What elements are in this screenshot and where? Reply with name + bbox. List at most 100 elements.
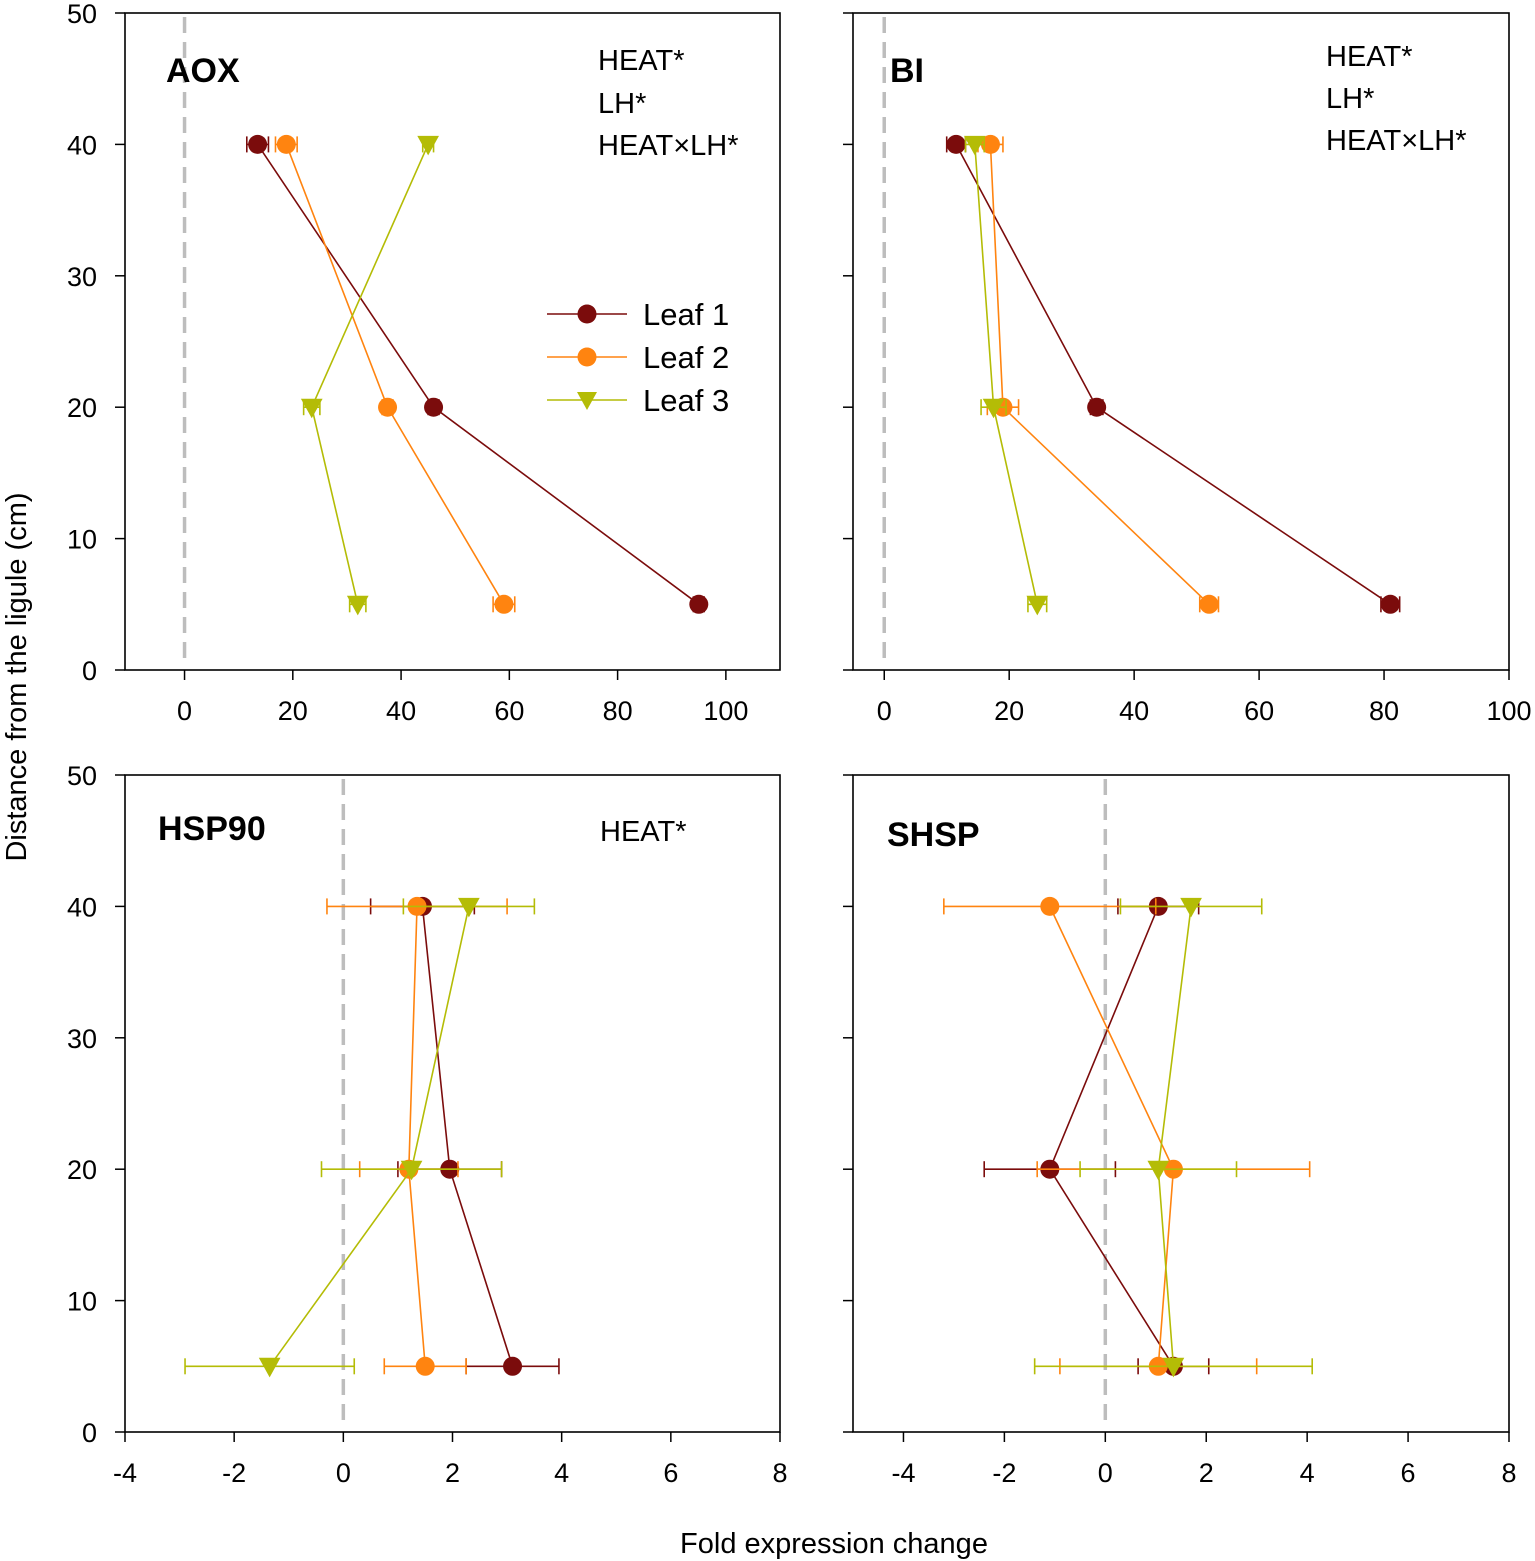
- panel-aox: 0 20 40 60 80 100 0 10 20 30 40 50 AOX HEAT* LH* HEAT×L…: [67, 0, 781, 726]
- series-line: [1049, 906, 1175, 1367]
- x-tick-label: 4: [1300, 1458, 1315, 1488]
- series-leaf-2: [274, 134, 516, 614]
- x-tick-label: -4: [891, 1458, 915, 1488]
- x-tick-label: 80: [603, 696, 633, 726]
- x-tick-label: 6: [1401, 1458, 1416, 1488]
- panel-bi: 0 20 40 60 80 100 BI HEAT* LH* HEAT×LH*: [843, 12, 1532, 726]
- x-tick-label: 80: [1369, 696, 1399, 726]
- x-axis-label: Fold expression change: [680, 1528, 988, 1560]
- plot-frame: [124, 774, 781, 1433]
- significance-annotation: HEAT*: [598, 45, 684, 77]
- series-leaf-2: [943, 896, 1311, 1376]
- significance-annotation: HEAT×LH*: [598, 130, 738, 162]
- data-point: [346, 595, 369, 616]
- x-tick-label: 0: [1098, 1458, 1113, 1488]
- plot-frame: [852, 774, 1510, 1433]
- series-leaf-3: [1033, 897, 1313, 1378]
- data-point: [424, 397, 444, 417]
- panel-title: HSP90: [158, 810, 266, 848]
- series-line: [408, 906, 427, 1367]
- series-leaf-2: [977, 134, 1220, 614]
- panel-title: BI: [890, 52, 924, 90]
- y-tick-label: 30: [67, 262, 97, 292]
- data-point: [300, 398, 323, 419]
- y-tick-label: 30: [67, 1024, 97, 1054]
- data-point: [378, 397, 398, 417]
- x-tick-label: 8: [772, 1458, 787, 1488]
- x-tick-label: 40: [386, 696, 416, 726]
- data-point: [415, 1356, 435, 1376]
- significance-annotation: LH*: [1326, 83, 1374, 115]
- x-tick-label: -2: [222, 1458, 246, 1488]
- y-tick-label: 50: [67, 0, 97, 29]
- y-tick-label: 40: [67, 892, 97, 922]
- y-tick-label: 10: [67, 1287, 97, 1317]
- x-tick-label: 60: [494, 696, 524, 726]
- panel-title: AOX: [166, 52, 240, 90]
- y-axis-label: Distance from the ligule (cm): [1, 492, 33, 861]
- legend-entry-leaf-1: Leaf 1: [547, 297, 729, 332]
- x-tick-label: 20: [994, 696, 1024, 726]
- y-tick-label: 0: [82, 656, 97, 686]
- x-tick-label: 6: [663, 1458, 678, 1488]
- series-line: [974, 144, 1039, 605]
- series-leaf-2: [326, 896, 508, 1376]
- data-point: [494, 594, 514, 614]
- data-point: [982, 398, 1005, 419]
- panel-shsp: -4 -2 0 2 4 6 8 SHSP: [843, 774, 1517, 1488]
- series-leaf-3: [963, 135, 1049, 616]
- data-point: [1147, 1160, 1170, 1181]
- data-point: [417, 135, 439, 156]
- x-tick-label: 2: [1199, 1458, 1214, 1488]
- data-point: [1180, 897, 1202, 918]
- y-tick-label: 40: [67, 130, 97, 160]
- x-tick-label: 60: [1244, 696, 1274, 726]
- y-tick-label: 10: [67, 525, 97, 555]
- series-leaf-3: [300, 135, 439, 616]
- x-tick-label: 100: [703, 696, 748, 726]
- series-leaf-1: [945, 134, 1401, 614]
- y-tick-label: 0: [82, 1418, 97, 1448]
- series-line: [256, 143, 700, 605]
- x-tick-label: 100: [1486, 696, 1531, 726]
- x-tick-label: 4: [554, 1458, 569, 1488]
- legend-entry-leaf-3: Leaf 3: [547, 383, 729, 418]
- data-point: [689, 594, 709, 614]
- series-line: [421, 906, 514, 1367]
- x-tick-label: 2: [445, 1458, 460, 1488]
- legend-marker: [577, 347, 597, 367]
- series-leaf-1: [245, 134, 709, 614]
- series-leaf-3: [184, 897, 536, 1378]
- data-point: [1026, 595, 1049, 616]
- data-point: [276, 134, 296, 154]
- data-point: [400, 1160, 423, 1181]
- series-line: [285, 144, 505, 605]
- legend-label: Leaf 1: [643, 297, 729, 332]
- data-point: [248, 134, 268, 154]
- x-tick-label: -4: [113, 1458, 137, 1488]
- legend-label: Leaf 3: [643, 383, 729, 418]
- x-tick-label: 40: [1119, 696, 1149, 726]
- data-point: [503, 1356, 523, 1376]
- y-tick-label: 20: [67, 393, 97, 423]
- series-line: [989, 144, 1210, 605]
- series-line: [1048, 906, 1175, 1367]
- x-tick-label: 0: [336, 1458, 351, 1488]
- x-tick-label: 8: [1501, 1458, 1516, 1488]
- plot-frame: [852, 12, 1510, 671]
- data-point: [258, 1357, 281, 1378]
- data-point: [458, 897, 480, 918]
- legend-marker: [577, 304, 597, 324]
- data-point: [1380, 594, 1400, 614]
- legend-marker: [577, 392, 597, 410]
- series-leaf-1: [369, 896, 560, 1376]
- panel-title: SHSP: [887, 816, 980, 854]
- series-line: [268, 906, 470, 1367]
- x-tick-label: 0: [877, 696, 892, 726]
- significance-annotation: HEAT*: [1326, 41, 1412, 73]
- y-tick-label: 20: [67, 1155, 97, 1185]
- x-tick-label: 0: [177, 696, 192, 726]
- y-tick-label: 50: [67, 761, 97, 791]
- x-tick-label: -2: [992, 1458, 1016, 1488]
